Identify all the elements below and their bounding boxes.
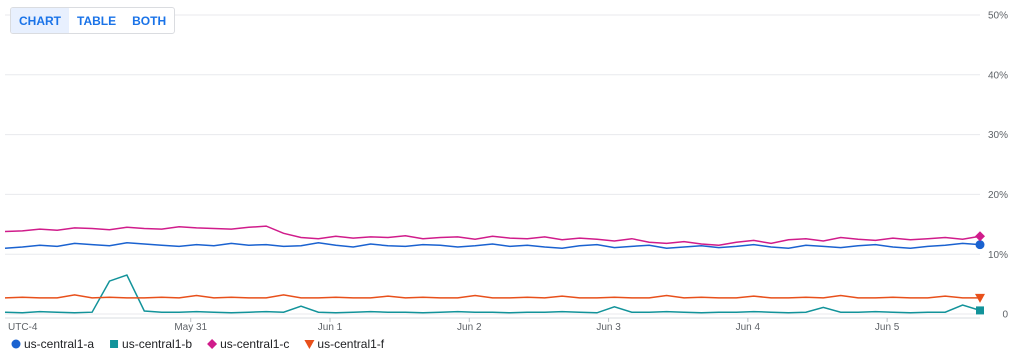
marker [207, 339, 218, 349]
view-button[interactable]: TABLE [77, 14, 117, 28]
y-tick-label: 30% [988, 130, 1008, 141]
legend-label: us-central1-a [24, 337, 94, 351]
timezone-label: UTC-4 [8, 322, 38, 333]
legend-label: us-central1-f [317, 337, 384, 351]
x-tick-label: Jun 2 [457, 322, 482, 333]
y-tick-label: 50% [988, 11, 1008, 22]
legend-label: us-central1-b [122, 337, 192, 351]
view-button[interactable]: CHART [11, 8, 69, 33]
legend-item: us-central1-b [110, 337, 192, 351]
x-tick-label: Jun 5 [875, 322, 900, 333]
marker [975, 240, 985, 250]
marker [976, 306, 984, 315]
x-tick-label: May 31 [174, 322, 207, 333]
y-tick-label: 0 [1002, 310, 1008, 321]
series-line [4, 242, 981, 249]
marker [110, 340, 119, 348]
x-tick-label: Jun 1 [318, 322, 343, 333]
series-line [4, 294, 980, 299]
y-tick-label: 10% [988, 250, 1008, 261]
marker [975, 231, 985, 242]
x-tick-label: Jun 4 [736, 322, 761, 333]
series-line [4, 274, 981, 314]
marker [304, 340, 315, 349]
marker [975, 293, 985, 303]
marker [11, 339, 21, 349]
legend-item: us-central1-c [207, 337, 289, 351]
view-button[interactable]: BOTH [132, 14, 167, 28]
series-line [4, 225, 981, 246]
x-tick-label: Jun 3 [596, 322, 621, 333]
legend-item: us-central1-f [304, 337, 385, 351]
legend-label: us-central1-c [220, 337, 289, 351]
view-toggle: CHART TABLE BOTH [10, 7, 176, 34]
y-tick-label: 20% [988, 190, 1008, 201]
legend: us-central1-a us-central1-b us-central1-c u… [11, 337, 385, 351]
y-tick-label: 40% [988, 70, 1008, 81]
legend-item: us-central1-a [11, 337, 94, 351]
